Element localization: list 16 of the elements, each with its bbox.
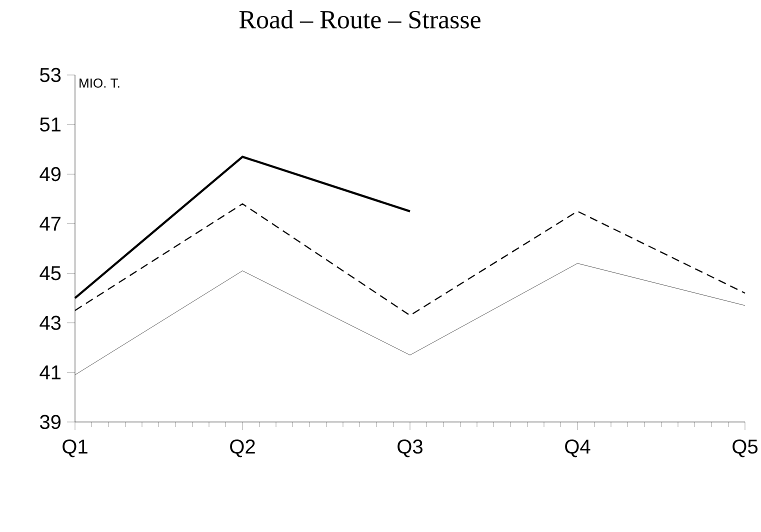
y-tick-label: 43	[40, 316, 61, 330]
chart-title: Road – Route – Strasse	[239, 10, 480, 28]
x-tick-label: Q3	[398, 440, 422, 458]
x-tick-label: Q1	[62, 440, 88, 458]
y-tick-label: 49	[40, 167, 61, 182]
y-tick-label: 51	[40, 118, 60, 132]
line-series	[74, 263, 746, 376]
x-tick-label: Q4	[565, 440, 590, 458]
y-tick-label: 45	[40, 266, 61, 280]
y-tick-label: 41	[40, 366, 60, 380]
y-tick-label: 47	[40, 216, 60, 231]
x-tick-label: Q5	[732, 440, 758, 458]
x-tick-label: Q2	[230, 440, 255, 458]
y-tick-label: 39	[40, 414, 61, 430]
y-axis-title: MIO. T.	[80, 78, 120, 88]
y-tick-label: 53	[40, 68, 61, 82]
